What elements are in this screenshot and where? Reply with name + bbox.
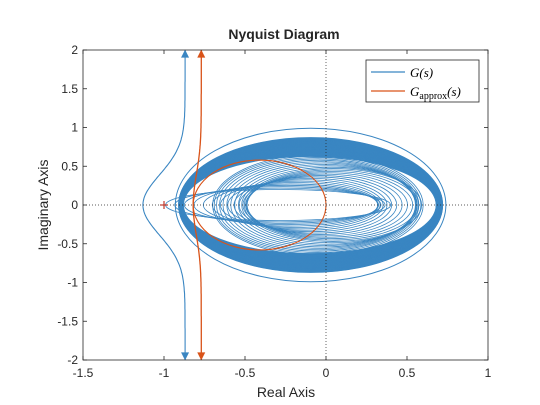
y-tick-label: 0 <box>71 198 78 212</box>
y-tick-label: 1 <box>71 121 78 135</box>
legend-label-gapprox-main: G <box>410 84 420 99</box>
y-tick-label: -0.5 <box>57 237 78 251</box>
legend-label-gapprox-suffix: (s) <box>447 84 461 99</box>
g-large-loop <box>174 127 447 283</box>
legend-label-g: G(s) <box>410 65 433 80</box>
g-inner-loop <box>193 184 380 226</box>
gapprox-branch-upper <box>192 50 202 205</box>
legend-label-gapprox-sub: approx <box>419 91 447 102</box>
g-inner-loop <box>245 169 418 241</box>
gapprox-direction-arrow <box>197 352 206 361</box>
y-tick-label: 1.5 <box>61 82 78 96</box>
chart-title: Nyquist Diagram <box>228 26 339 42</box>
y-tick-label: -2 <box>67 353 78 367</box>
g-inner-loop <box>183 186 382 224</box>
y-axis-label: Imaginary Axis <box>35 159 51 250</box>
g-direction-arrow <box>181 352 190 361</box>
axes-box <box>82 49 489 361</box>
reference-lines <box>83 50 488 360</box>
y-tick-label: 2 <box>71 43 78 57</box>
legend-label-gapprox: Gapprox(s) <box>410 84 461 102</box>
legend-box <box>365 59 480 103</box>
g-direction-arrow <box>181 49 190 58</box>
y-tick-label: 0.5 <box>61 159 78 173</box>
g-inner-loop <box>238 165 419 245</box>
g-inner-loop <box>174 187 386 223</box>
legend: G(s) Gapprox(s) <box>365 59 480 103</box>
g-inner-loop <box>243 168 423 242</box>
x-tick-label: 0 <box>323 366 330 380</box>
x-tick-label: -1 <box>159 366 170 380</box>
y-tick-label: -1.5 <box>57 314 78 328</box>
x-tick-label: -1.5 <box>73 366 94 380</box>
g-branch-lower <box>142 204 186 360</box>
x-tick-label: 0.5 <box>399 366 416 380</box>
y-tick-label: -1 <box>67 276 78 290</box>
x-tick-label: -0.5 <box>235 366 256 380</box>
legend-label-g-main: G(s) <box>410 65 433 80</box>
gapprox-branch-lower <box>192 205 202 360</box>
x-axis-label: Real Axis <box>257 384 315 400</box>
gapprox-direction-arrow <box>197 49 206 58</box>
x-tick-label: 1 <box>485 366 492 380</box>
g-branch-upper <box>142 50 186 206</box>
